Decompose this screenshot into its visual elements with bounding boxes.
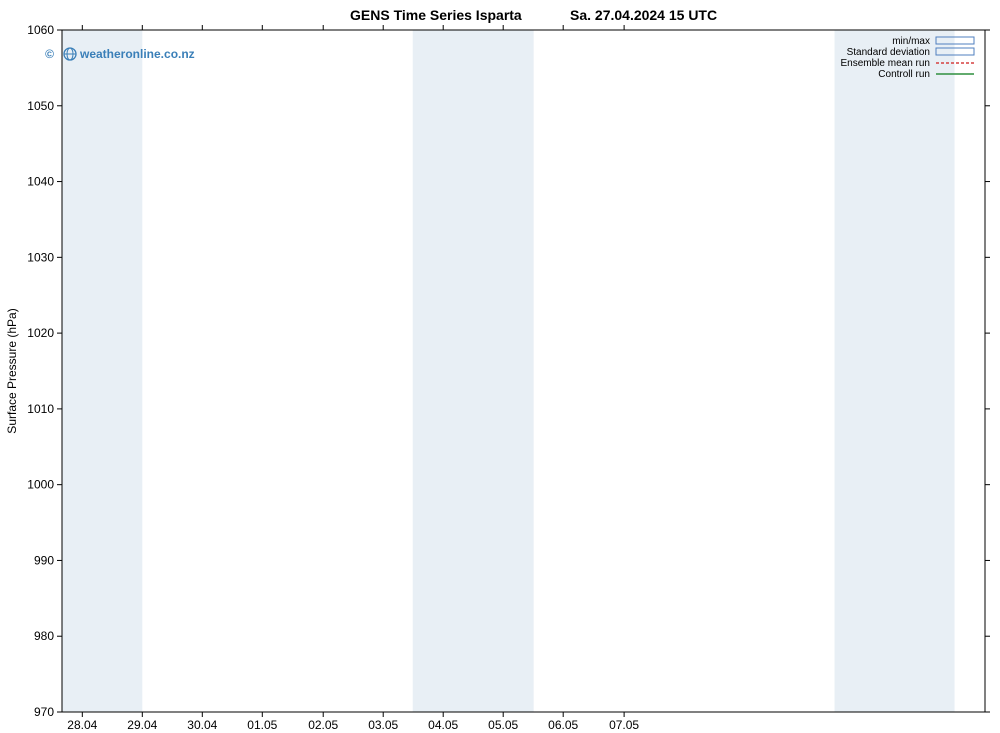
y-axis-title: Surface Pressure (hPa) [5,308,19,433]
y-tick-label: 990 [34,553,54,567]
watermark-prefix: © [45,47,54,61]
watermark: © weatheronline.co.nz [45,47,195,61]
watermark-text: weatheronline.co.nz [79,47,195,61]
x-tick-label: 05.05 [488,718,518,732]
legend-label: min/max [892,36,930,47]
x-tick-label: 02.05 [308,718,338,732]
chart-title-right: Sa. 27.04.2024 15 UTC [570,7,717,23]
weekend-band [835,30,955,712]
x-tick-label: 07.05 [609,718,639,732]
legend-label: Ensemble mean run [841,58,931,69]
x-tick-label: 30.04 [187,718,217,732]
y-tick-label: 970 [34,705,54,719]
weekend-band [62,30,142,712]
y-tick-label: 980 [34,629,54,643]
y-tick-label: 1010 [27,402,54,416]
x-tick-label: 28.04 [67,718,97,732]
chart-title-left: GENS Time Series Isparta [350,7,522,23]
y-tick-label: 1050 [27,99,54,113]
weekend-band [413,30,534,712]
x-tick-label: 29.04 [127,718,157,732]
legend-label: Controll run [878,69,930,80]
y-tick-label: 1020 [27,326,54,340]
y-tick-label: 1040 [27,175,54,189]
legend-label: Standard deviation [847,47,930,58]
y-tick-label: 1000 [27,478,54,492]
x-tick-label: 03.05 [368,718,398,732]
x-tick-label: 04.05 [428,718,458,732]
chart-container: 970 980 990 1000 1010 1020 1030 1040 1050 1060 28.… [0,0,1000,733]
y-tick-label: 1060 [27,23,54,37]
time-series-chart: 970 980 990 1000 1010 1020 1030 1040 1050 1060 28.… [0,0,1000,733]
x-tick-label: 01.05 [247,718,277,732]
y-tick-label: 1030 [27,250,54,264]
x-tick-label: 06.05 [548,718,578,732]
